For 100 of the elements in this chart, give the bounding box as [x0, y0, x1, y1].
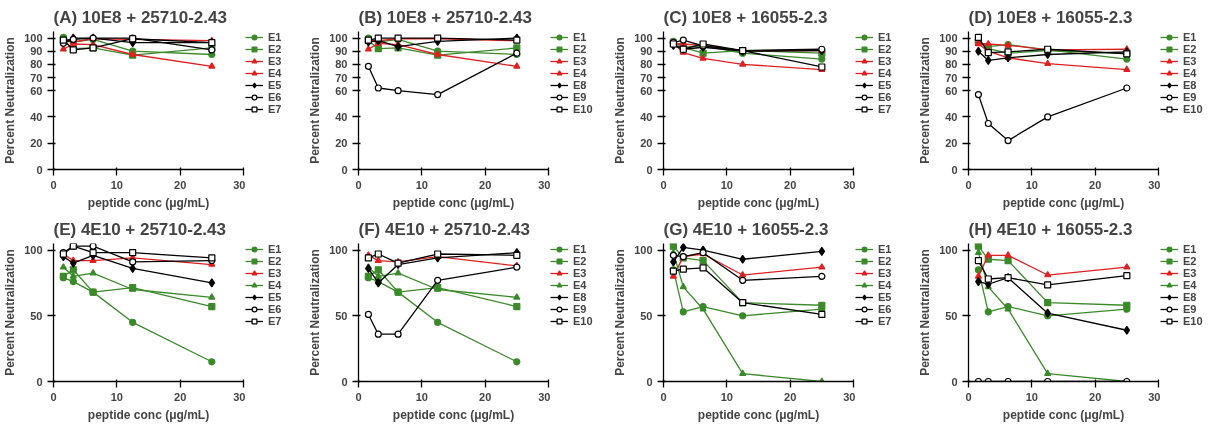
chart-title: (C) 10E8 + 16055-2.3: [663, 7, 828, 27]
x-axis-title: peptide conc (μg/mL): [697, 195, 820, 210]
y-tick-label: 100: [24, 244, 43, 257]
x-tick-label: 10: [415, 390, 428, 403]
y-tick-label: 100: [329, 244, 348, 257]
legend-label: E10: [1183, 103, 1203, 115]
y-tick-label: 100: [939, 32, 958, 45]
legend-label: E2: [1183, 255, 1198, 267]
legend-label: E1: [573, 31, 588, 43]
y-tick-label: 100: [329, 32, 348, 45]
chart-title: (A) 10E8 + 25710-2.43: [53, 7, 227, 27]
y-tick-label: 50: [30, 309, 43, 322]
y-tick-label: 80: [640, 58, 653, 71]
x-tick-label: 30: [843, 178, 856, 191]
x-tick-label: 10: [415, 178, 428, 191]
legend-label: E1: [1183, 31, 1198, 43]
y-tick-label: 80: [945, 58, 958, 71]
y-tick-label: 0: [36, 375, 43, 388]
legend-label: E2: [878, 255, 893, 267]
y-axis-title: Percent Neutralization: [3, 37, 18, 164]
y-tick-label: 0: [646, 163, 653, 176]
legend-label: E7: [268, 315, 283, 327]
y-tick-label: 0: [646, 375, 653, 388]
legend-label: E1: [268, 31, 283, 43]
legend-label: E7: [268, 103, 283, 115]
x-tick-label: 10: [1025, 390, 1038, 403]
x-tick-label: 0: [965, 178, 972, 191]
legend-label: E2: [878, 43, 893, 55]
x-tick-label: 10: [720, 390, 733, 403]
legend-label: E4: [878, 279, 893, 291]
legend-label: E9: [1183, 91, 1198, 103]
y-tick-label: 70: [640, 71, 653, 84]
legend-label: E8: [1183, 79, 1198, 91]
chart-title: (B) 10E8 + 25710-2.43: [358, 7, 532, 27]
chart-title: (G) 4E10 + 16055-2.3: [663, 219, 829, 239]
x-axis-title: peptide conc (μg/mL): [392, 407, 515, 422]
y-axis-title: Percent Neutralization: [613, 249, 628, 376]
x-tick-label: 0: [355, 390, 362, 403]
legend-label: E8: [1183, 291, 1198, 303]
legend-label: E2: [1183, 43, 1198, 55]
x-tick-label: 20: [479, 390, 492, 403]
legend-label: E1: [268, 243, 283, 255]
x-axis-title: peptide conc (μg/mL): [1002, 407, 1125, 422]
y-tick-label: 90: [945, 45, 958, 58]
y-axis-title: Percent Neutralization: [3, 249, 18, 376]
legend-label: E5: [268, 79, 283, 91]
x-tick-label: 20: [784, 390, 797, 403]
x-tick-label: 10: [720, 178, 733, 191]
legend-label: E10: [573, 315, 593, 327]
x-tick-label: 30: [233, 390, 246, 403]
y-tick-label: 50: [945, 309, 958, 322]
legend-label: E4: [573, 279, 588, 291]
chart-title: (E) 4E10 + 25710-2.43: [53, 219, 226, 239]
legend-label: E4: [878, 67, 893, 79]
y-tick-label: 0: [341, 375, 348, 388]
legend-label: E2: [573, 255, 588, 267]
y-axis-title: Percent Neutralization: [613, 37, 628, 164]
y-tick-label: 50: [640, 309, 653, 322]
y-tick-label: 60: [945, 84, 958, 97]
y-tick-label: 20: [640, 137, 653, 150]
y-tick-label: 20: [945, 137, 958, 150]
y-tick-label: 70: [945, 71, 958, 84]
x-tick-label: 0: [965, 390, 972, 403]
y-tick-label: 40: [335, 110, 348, 123]
y-tick-label: 100: [24, 32, 43, 45]
y-tick-label: 100: [634, 244, 653, 257]
legend-label: E5: [878, 291, 893, 303]
y-tick-label: 50: [335, 309, 348, 322]
y-tick-label: 80: [335, 58, 348, 71]
x-tick-label: 20: [174, 178, 187, 191]
y-tick-label: 70: [335, 71, 348, 84]
y-tick-label: 70: [30, 71, 43, 84]
legend-label: E9: [573, 303, 588, 315]
legend-label: E5: [268, 291, 283, 303]
legend-label: E8: [573, 291, 588, 303]
y-tick-label: 60: [30, 84, 43, 97]
x-axis-title: peptide conc (μg/mL): [87, 407, 210, 422]
x-axis-title: peptide conc (μg/mL): [392, 195, 515, 210]
y-tick-label: 0: [951, 375, 958, 388]
legend-label: E2: [268, 43, 283, 55]
legend-label: E6: [878, 91, 893, 103]
legend-label: E3: [1183, 55, 1198, 67]
y-tick-label: 0: [341, 163, 348, 176]
x-tick-label: 30: [538, 178, 551, 191]
y-tick-label: 100: [939, 244, 958, 257]
y-tick-label: 100: [634, 32, 653, 45]
legend-label: E10: [573, 103, 593, 115]
y-axis-title: Percent Neutralization: [308, 249, 323, 376]
legend-label: E2: [573, 43, 588, 55]
legend-label: E3: [268, 267, 283, 279]
y-axis-title: Percent Neutralization: [308, 37, 323, 164]
legend-label: E9: [573, 91, 588, 103]
legend-label: E3: [878, 55, 893, 67]
chart-title: (D) 10E8 + 16055-2.3: [968, 7, 1133, 27]
y-axis-title: Percent Neutralization: [918, 249, 933, 376]
x-tick-label: 20: [174, 390, 187, 403]
y-tick-label: 40: [30, 110, 43, 123]
legend-label: E3: [1183, 267, 1198, 279]
x-tick-label: 0: [660, 178, 667, 191]
y-tick-label: 0: [36, 163, 43, 176]
